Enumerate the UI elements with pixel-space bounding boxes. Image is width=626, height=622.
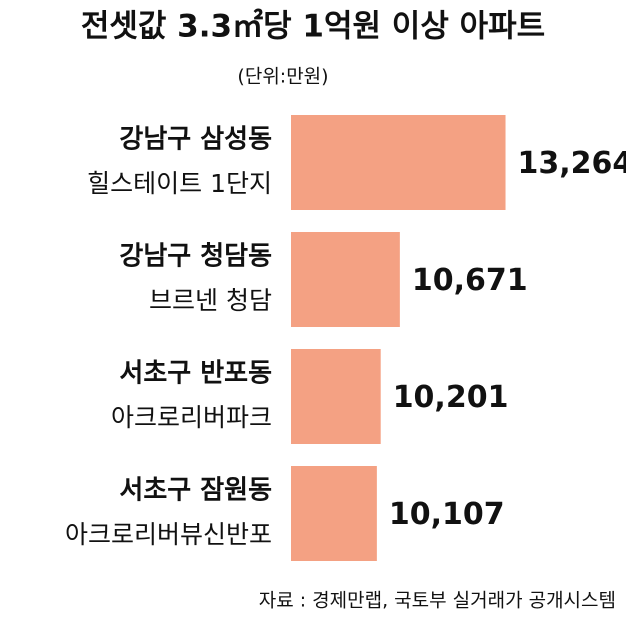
- unit-label: (단위:만원): [237, 66, 328, 88]
- complex-label: 아크로리버뷰신반포: [65, 520, 272, 549]
- category-label: 강남구 삼성동: [119, 125, 272, 155]
- category-label: 서초구 잠원동: [119, 476, 272, 506]
- value-label: 10,671: [412, 263, 528, 298]
- bar: [291, 349, 381, 444]
- chart-title: 전셋값 3.3㎡당 1억원 이상 아파트: [81, 9, 545, 45]
- value-label: 10,201: [393, 380, 509, 415]
- bar: [291, 115, 506, 210]
- value-label: 13,264: [518, 146, 626, 181]
- bar: [291, 232, 400, 327]
- value-label: 10,107: [389, 497, 505, 532]
- complex-label: 아크로리버파크: [111, 403, 272, 432]
- complex-label: 힐스테이트 1단지: [87, 169, 272, 198]
- category-label: 강남구 청담동: [119, 242, 272, 272]
- source: 자료 : 경제만랩, 국토부 실거래가 공개시스템: [259, 590, 616, 612]
- bar: [291, 466, 377, 561]
- category-label: 서초구 반포동: [119, 359, 272, 389]
- complex-label: 브르넨 청담: [149, 286, 272, 315]
